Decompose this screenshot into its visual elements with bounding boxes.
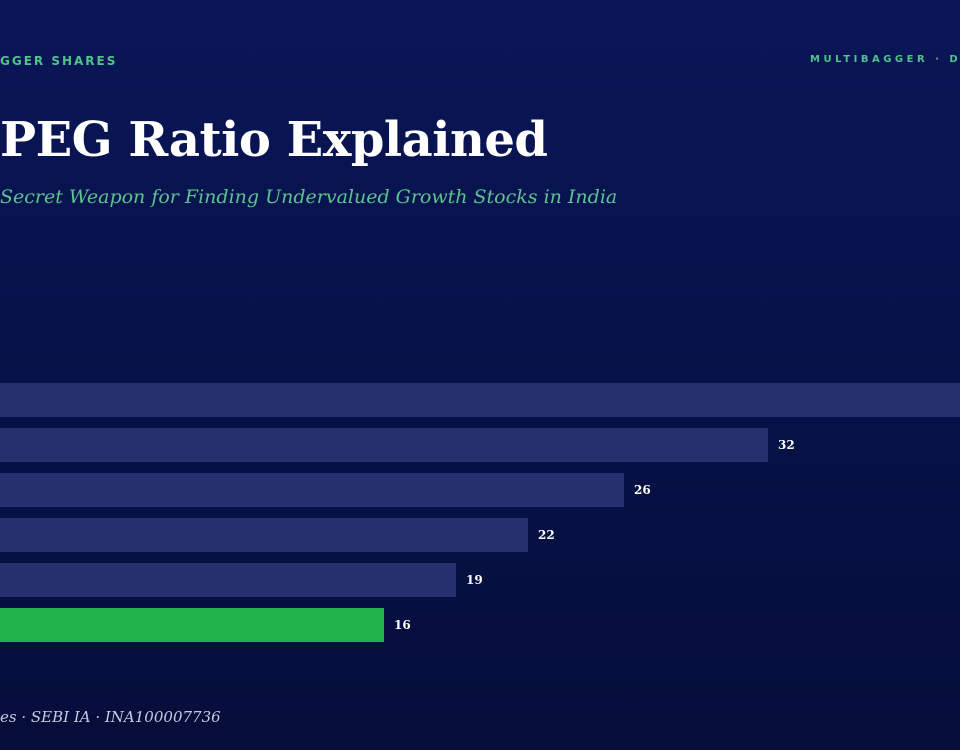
- bar-value-label-6: 16: [394, 618, 411, 632]
- page-subtitle: Secret Weapon for Finding Undervalued Gr…: [0, 186, 618, 208]
- bar-3: [0, 473, 624, 507]
- bar-chart: 32 26 22 19 16: [0, 383, 960, 642]
- bar-4: [0, 518, 528, 552]
- bar-value-label-2: 32: [778, 438, 795, 452]
- bar-value-label-4: 22: [538, 528, 555, 542]
- bar-6: [0, 608, 384, 642]
- footer-text: es · SEBI IA · INA100007736: [0, 708, 221, 726]
- series-label: MULTIBAGGER · D: [810, 54, 960, 65]
- bar-value-label-5: 19: [466, 573, 483, 587]
- bar-value-label-3: 26: [634, 483, 651, 497]
- bar-5: [0, 563, 456, 597]
- bar-1: [0, 383, 960, 417]
- bar-2: [0, 428, 768, 462]
- brand-label: GGER SHARES: [0, 54, 118, 68]
- page-title: PEG Ratio Explained: [0, 112, 548, 168]
